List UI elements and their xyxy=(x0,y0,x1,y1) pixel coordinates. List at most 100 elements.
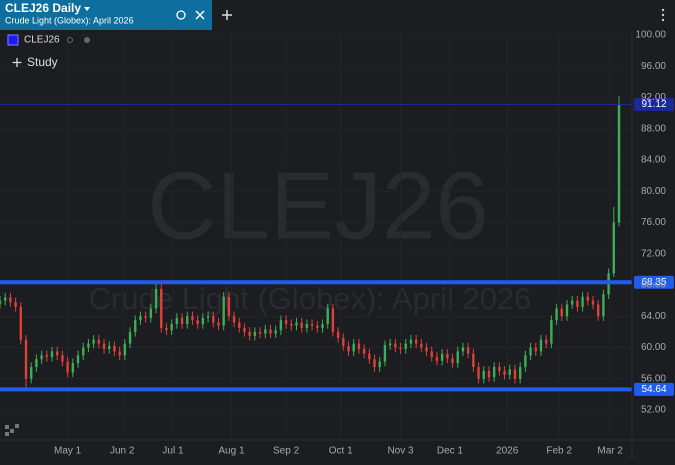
candle-body xyxy=(186,316,189,325)
candle-body xyxy=(446,353,449,359)
x-tick-label: Nov 3 xyxy=(387,446,414,457)
legend-symbol[interactable]: CLEJ26 xyxy=(24,35,60,46)
candle-body xyxy=(180,317,184,325)
candle-body xyxy=(539,339,543,352)
candle-body xyxy=(108,345,111,350)
candle-body xyxy=(513,369,517,379)
watermark: CLEJ26 xyxy=(147,152,489,259)
candle-body xyxy=(144,316,147,318)
candle-body xyxy=(508,369,511,375)
candle-body xyxy=(321,324,324,328)
candle-body xyxy=(19,306,23,340)
candle-body xyxy=(102,343,106,350)
price-label: 54.64 xyxy=(641,384,666,395)
x-tick-label: Dec 1 xyxy=(437,446,464,457)
candle-body xyxy=(0,300,2,304)
candle-body xyxy=(378,361,381,368)
candle-body xyxy=(394,343,397,348)
candle-body xyxy=(222,296,225,326)
candle-body xyxy=(154,288,158,309)
candle-body xyxy=(50,351,54,357)
candle-body xyxy=(30,367,33,379)
tab-dropdown[interactable] xyxy=(84,7,90,11)
candle-body xyxy=(123,343,127,356)
candle-body xyxy=(264,329,267,334)
candle-body xyxy=(232,316,236,323)
candle-body xyxy=(92,339,95,344)
tab-subtitle: Crude Light (Globex): April 2026 xyxy=(5,15,134,25)
candle-body xyxy=(336,331,340,339)
candle-body xyxy=(113,345,116,352)
candle-body xyxy=(612,222,615,274)
candle-body xyxy=(399,347,402,350)
candle-body xyxy=(326,308,329,325)
candle-body xyxy=(602,294,605,317)
candle-body xyxy=(24,339,28,379)
candle-body xyxy=(206,316,210,318)
menu-icon[interactable] xyxy=(661,8,665,22)
candle-body xyxy=(383,345,387,362)
candle-body xyxy=(61,355,64,362)
candle-body xyxy=(82,347,85,356)
axes: 52.00 56.00 60.00 64.00 68.00 72.00 76.00 80.00… xyxy=(0,30,675,460)
candle-body xyxy=(373,359,376,368)
candle-body xyxy=(451,358,454,364)
x-tick-label: Oct 1 xyxy=(329,446,353,457)
tab-title: CLEJ26 Daily xyxy=(5,1,81,15)
price-label: 68.35 xyxy=(641,277,666,288)
candle-body xyxy=(591,300,595,305)
x-tick-label: Jul 1 xyxy=(162,446,184,457)
candle-body xyxy=(279,320,283,331)
logo xyxy=(5,424,19,436)
x-tick-label: Mar 2 xyxy=(597,446,623,457)
tab-link-icon[interactable] xyxy=(176,10,186,20)
y-tick-label: 68.00 xyxy=(641,280,666,291)
add-tab[interactable] xyxy=(222,10,232,20)
visibility-icon[interactable] xyxy=(67,37,73,43)
candle-body xyxy=(269,329,272,334)
study-button[interactable]: Study xyxy=(27,55,58,69)
candle-body xyxy=(586,296,589,301)
candle-body xyxy=(56,351,59,356)
y-tick-label: 52.00 xyxy=(641,405,666,416)
candle-body xyxy=(40,355,43,360)
candle-body xyxy=(76,355,80,364)
candle-body xyxy=(243,327,246,332)
candle-body xyxy=(139,316,142,321)
candle-body xyxy=(160,288,163,328)
candle-body xyxy=(87,343,90,348)
candle-body xyxy=(97,339,101,344)
candle-body xyxy=(503,370,506,375)
candle-body xyxy=(576,300,579,307)
candle-body xyxy=(290,324,293,326)
candle-body xyxy=(524,355,527,368)
candle-body xyxy=(534,347,537,352)
candle-body xyxy=(165,327,168,331)
y-tick-label: 72.00 xyxy=(641,248,666,259)
candle-body xyxy=(555,308,558,321)
candle-body xyxy=(248,331,251,336)
candle-body xyxy=(274,330,277,334)
candle-body xyxy=(35,359,38,368)
candle-body xyxy=(201,317,205,325)
study-plus[interactable] xyxy=(12,58,22,67)
candle-body xyxy=(149,308,153,318)
candle-body xyxy=(482,370,485,379)
tab-close[interactable] xyxy=(195,10,205,20)
candle-body xyxy=(477,367,480,379)
candle-body xyxy=(430,351,433,357)
candle-body xyxy=(9,297,12,303)
candle-body xyxy=(544,339,548,344)
candle-body xyxy=(347,345,350,352)
candle-body xyxy=(388,343,392,346)
legend-swatch xyxy=(7,34,19,46)
settings-icon[interactable] xyxy=(84,37,90,43)
candle-body xyxy=(196,320,199,325)
candle-body xyxy=(253,331,257,336)
candle-body xyxy=(466,347,470,354)
candle-body xyxy=(45,355,49,357)
candle-body xyxy=(342,338,345,346)
candle-body xyxy=(550,320,553,344)
